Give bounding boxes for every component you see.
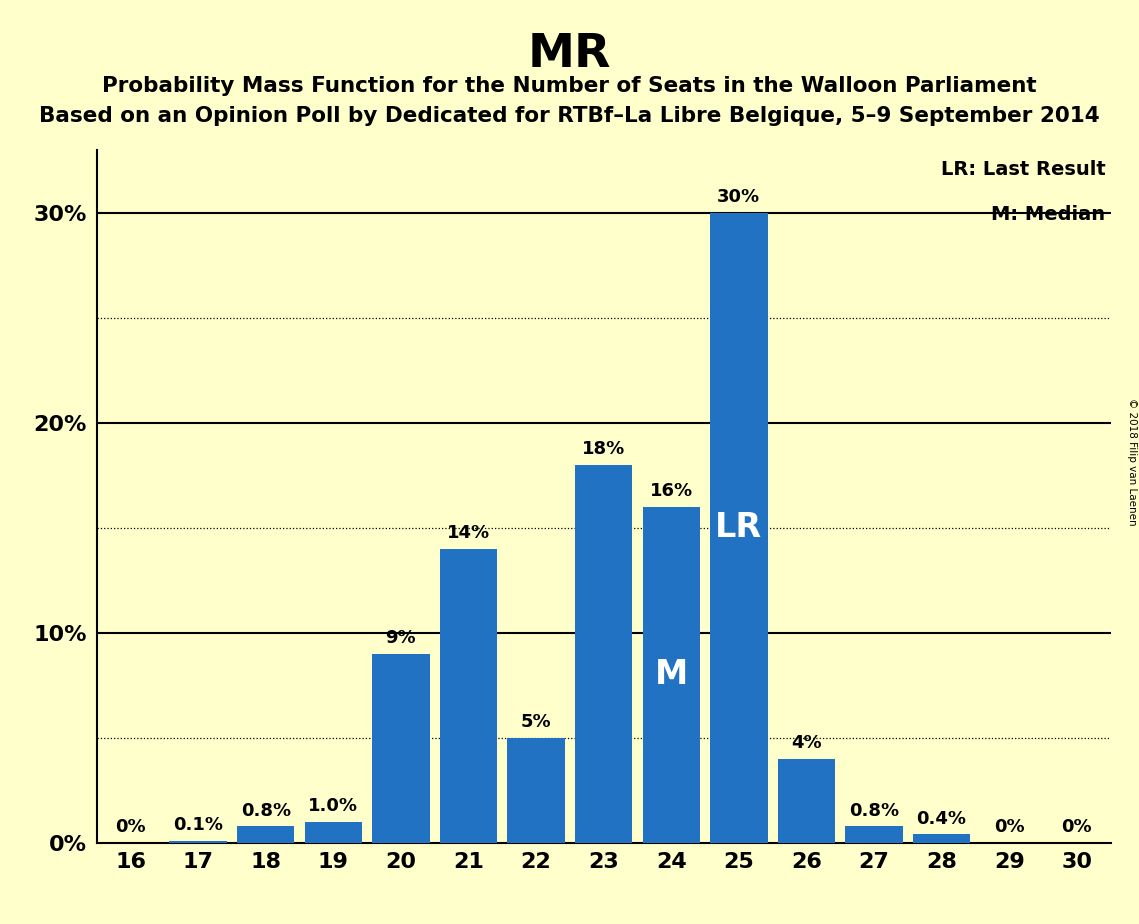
Text: 18%: 18% [582,441,625,458]
Bar [237,826,295,843]
Text: 5%: 5% [521,713,551,732]
Text: 0.8%: 0.8% [240,802,290,820]
Text: 0%: 0% [994,819,1024,836]
Text: 0.1%: 0.1% [173,816,223,834]
Bar [507,737,565,843]
Text: LR: LR [715,511,762,544]
Text: © 2018 Filip van Laenen: © 2018 Filip van Laenen [1126,398,1137,526]
Text: LR: Last Result: LR: Last Result [941,160,1106,179]
Text: 16%: 16% [649,482,693,501]
Text: 14%: 14% [446,525,490,542]
Text: 0.4%: 0.4% [917,810,967,828]
Bar [440,549,498,843]
Bar [778,759,835,843]
Bar [575,465,632,843]
Text: 4%: 4% [792,735,821,752]
Text: 0%: 0% [1062,819,1092,836]
Bar [912,834,970,843]
Text: M: Median: M: Median [991,205,1106,225]
Text: MR: MR [527,32,612,78]
Bar [642,506,700,843]
Text: Probability Mass Function for the Number of Seats in the Walloon Parliament: Probability Mass Function for the Number… [103,76,1036,96]
Text: 0%: 0% [115,819,146,836]
Text: Based on an Opinion Poll by Dedicated for RTBf–La Libre Belgique, 5–9 September : Based on an Opinion Poll by Dedicated fo… [39,106,1100,127]
Bar [372,653,429,843]
Text: 1.0%: 1.0% [309,797,359,815]
Bar [304,821,362,843]
Text: 9%: 9% [386,629,416,648]
Bar [845,826,903,843]
Bar [710,213,768,843]
Bar [170,841,227,843]
Text: 0.8%: 0.8% [849,802,899,820]
Text: M: M [655,658,688,691]
Text: 30%: 30% [718,188,761,206]
